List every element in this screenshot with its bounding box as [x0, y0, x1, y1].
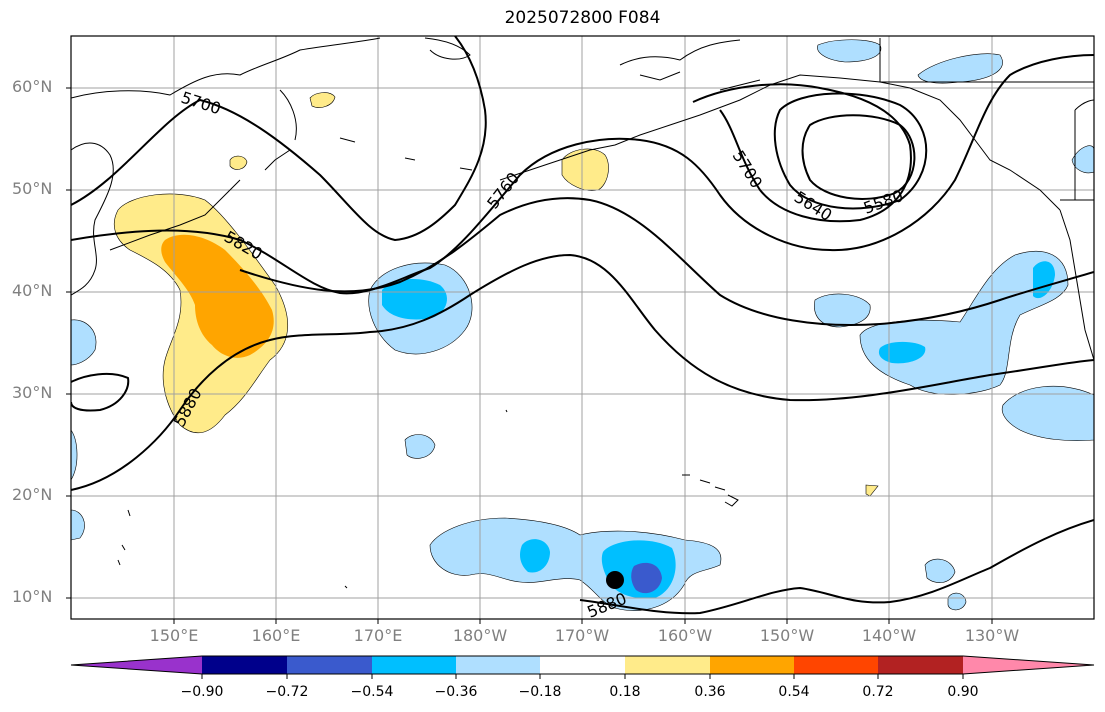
colorbar-lower-extension: [71, 656, 202, 674]
negative-anomaly-region: [814, 293, 871, 328]
contour-label: 5580: [861, 186, 906, 218]
strong-positive-anomaly-core: [161, 234, 274, 358]
negative-anomaly-region: [1001, 386, 1094, 441]
positive-anomaly-patch: [561, 148, 609, 191]
negative-anomaly-region: [817, 39, 882, 63]
contour-label: 5700: [179, 88, 224, 119]
lon-label-170e: 170°E: [353, 626, 403, 645]
negative-anomaly-region: [71, 509, 85, 541]
contour-label: 5760: [483, 169, 523, 213]
lat-label-30n: 30°N: [12, 383, 53, 402]
lon-label-150e: 150°E: [149, 626, 199, 645]
lon-label-160e: 160°E: [251, 626, 301, 645]
axis-ticks: [66, 87, 993, 624]
location-marker: [606, 571, 624, 589]
colorbar-tick-label: 0.72: [862, 684, 894, 700]
strong-negative-anomaly-core: [878, 341, 926, 364]
colorbar-segment: [794, 656, 878, 674]
colorbar-segment: [372, 656, 456, 674]
positive-anomaly-patch: [229, 155, 248, 170]
coastlines: [71, 37, 1094, 589]
gridlines: [71, 36, 1094, 619]
lon-label-180w: 180°W: [452, 626, 508, 645]
colorbar-tick-label: 0.90: [947, 684, 979, 700]
colorbar-tick-label: 0.54: [778, 684, 810, 700]
colorbar-tick-label: −0.36: [434, 684, 478, 700]
colorbar-tick-label: −0.18: [518, 684, 562, 700]
colorbar-tick-label: −0.54: [350, 684, 394, 700]
geopotential-contours: [71, 36, 1094, 615]
negative-anomaly-region: [71, 429, 78, 481]
colorbar-segment: [878, 656, 963, 674]
lat-label-10n: 10°N: [12, 587, 53, 606]
shading-layer: [71, 39, 1094, 611]
lon-label-170w: 170°W: [554, 626, 610, 645]
colorbar-segment: [710, 656, 794, 674]
negative-anomaly-region: [924, 558, 956, 583]
lat-label-40n: 40°N: [12, 281, 53, 300]
contour-label: 5700: [729, 147, 767, 192]
lat-label-20n: 20°N: [12, 485, 53, 504]
strongest-negative-anomaly-core: [631, 562, 662, 594]
negative-anomaly-region: [947, 592, 967, 611]
lat-label-50n: 50°N: [12, 179, 53, 198]
negative-anomaly-region: [71, 319, 97, 366]
negative-anomaly-region: [1071, 145, 1094, 174]
colorbar-upper-extension: [963, 656, 1094, 674]
colorbar-segment: [456, 656, 540, 674]
colorbar: [70, 655, 1095, 679]
strong-negative-anomaly-core: [382, 278, 447, 320]
colorbar-tick-label: 0.36: [694, 684, 726, 700]
colorbar-segment: [540, 656, 625, 674]
colorbar-tick-label: −0.90: [180, 684, 224, 700]
negative-anomaly-region: [917, 53, 1003, 84]
lon-label-130w: 130°W: [964, 626, 1020, 645]
lon-label-160w: 160°W: [657, 626, 713, 645]
positive-anomaly-patch: [865, 484, 879, 497]
negative-anomaly-region: [404, 434, 436, 459]
lon-label-150w: 150°W: [759, 626, 815, 645]
lon-label-140w: 140°W: [861, 626, 917, 645]
strong-negative-anomaly-core: [520, 539, 550, 573]
positive-anomaly-patch: [309, 92, 336, 108]
negative-anomaly-region: [429, 517, 722, 611]
colorbar-segment: [625, 656, 710, 674]
map-title: 2025072800 F084: [504, 8, 661, 28]
colorbar-segment: [202, 656, 287, 674]
colorbar-tick-label: 0.18: [609, 684, 641, 700]
colorbar-tick-label: −0.72: [265, 684, 309, 700]
colorbar-segment: [287, 656, 372, 674]
lat-label-60n: 60°N: [12, 77, 53, 96]
